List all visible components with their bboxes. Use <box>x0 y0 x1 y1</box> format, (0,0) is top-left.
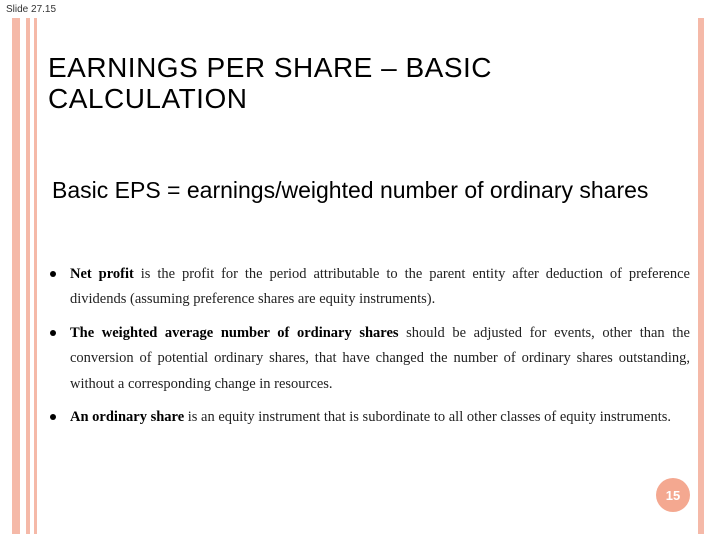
decorative-stripe <box>34 18 37 534</box>
definition-text: is an equity instrument that is subordin… <box>184 409 671 425</box>
definition-text: is the profit for the period attributabl… <box>70 266 690 307</box>
term: An ordinary share <box>70 409 184 425</box>
list-item: An ordinary share is an equity instrumen… <box>44 405 690 430</box>
slide-label: Slide 27.15 <box>6 4 56 15</box>
term: Net profit <box>70 266 134 282</box>
formula-text: Basic EPS = earnings/weighted number of … <box>52 176 674 205</box>
decorative-stripe <box>12 18 20 534</box>
decorative-stripe <box>26 18 30 534</box>
decorative-stripe <box>698 18 704 534</box>
definitions-list: Net profit is the profit for the period … <box>44 262 690 438</box>
slide-body: EARNINGS PER SHARE – BASIC CALCULATION B… <box>6 18 714 534</box>
term: The weighted average number of ordinary … <box>70 325 399 341</box>
slide: Slide 27.15 EARNINGS PER SHARE – BASIC C… <box>0 0 720 540</box>
page-title: EARNINGS PER SHARE – BASIC CALCULATION <box>48 52 674 115</box>
list-item: The weighted average number of ordinary … <box>44 321 690 397</box>
page-number-badge: 15 <box>656 478 690 512</box>
list-item: Net profit is the profit for the period … <box>44 262 690 313</box>
